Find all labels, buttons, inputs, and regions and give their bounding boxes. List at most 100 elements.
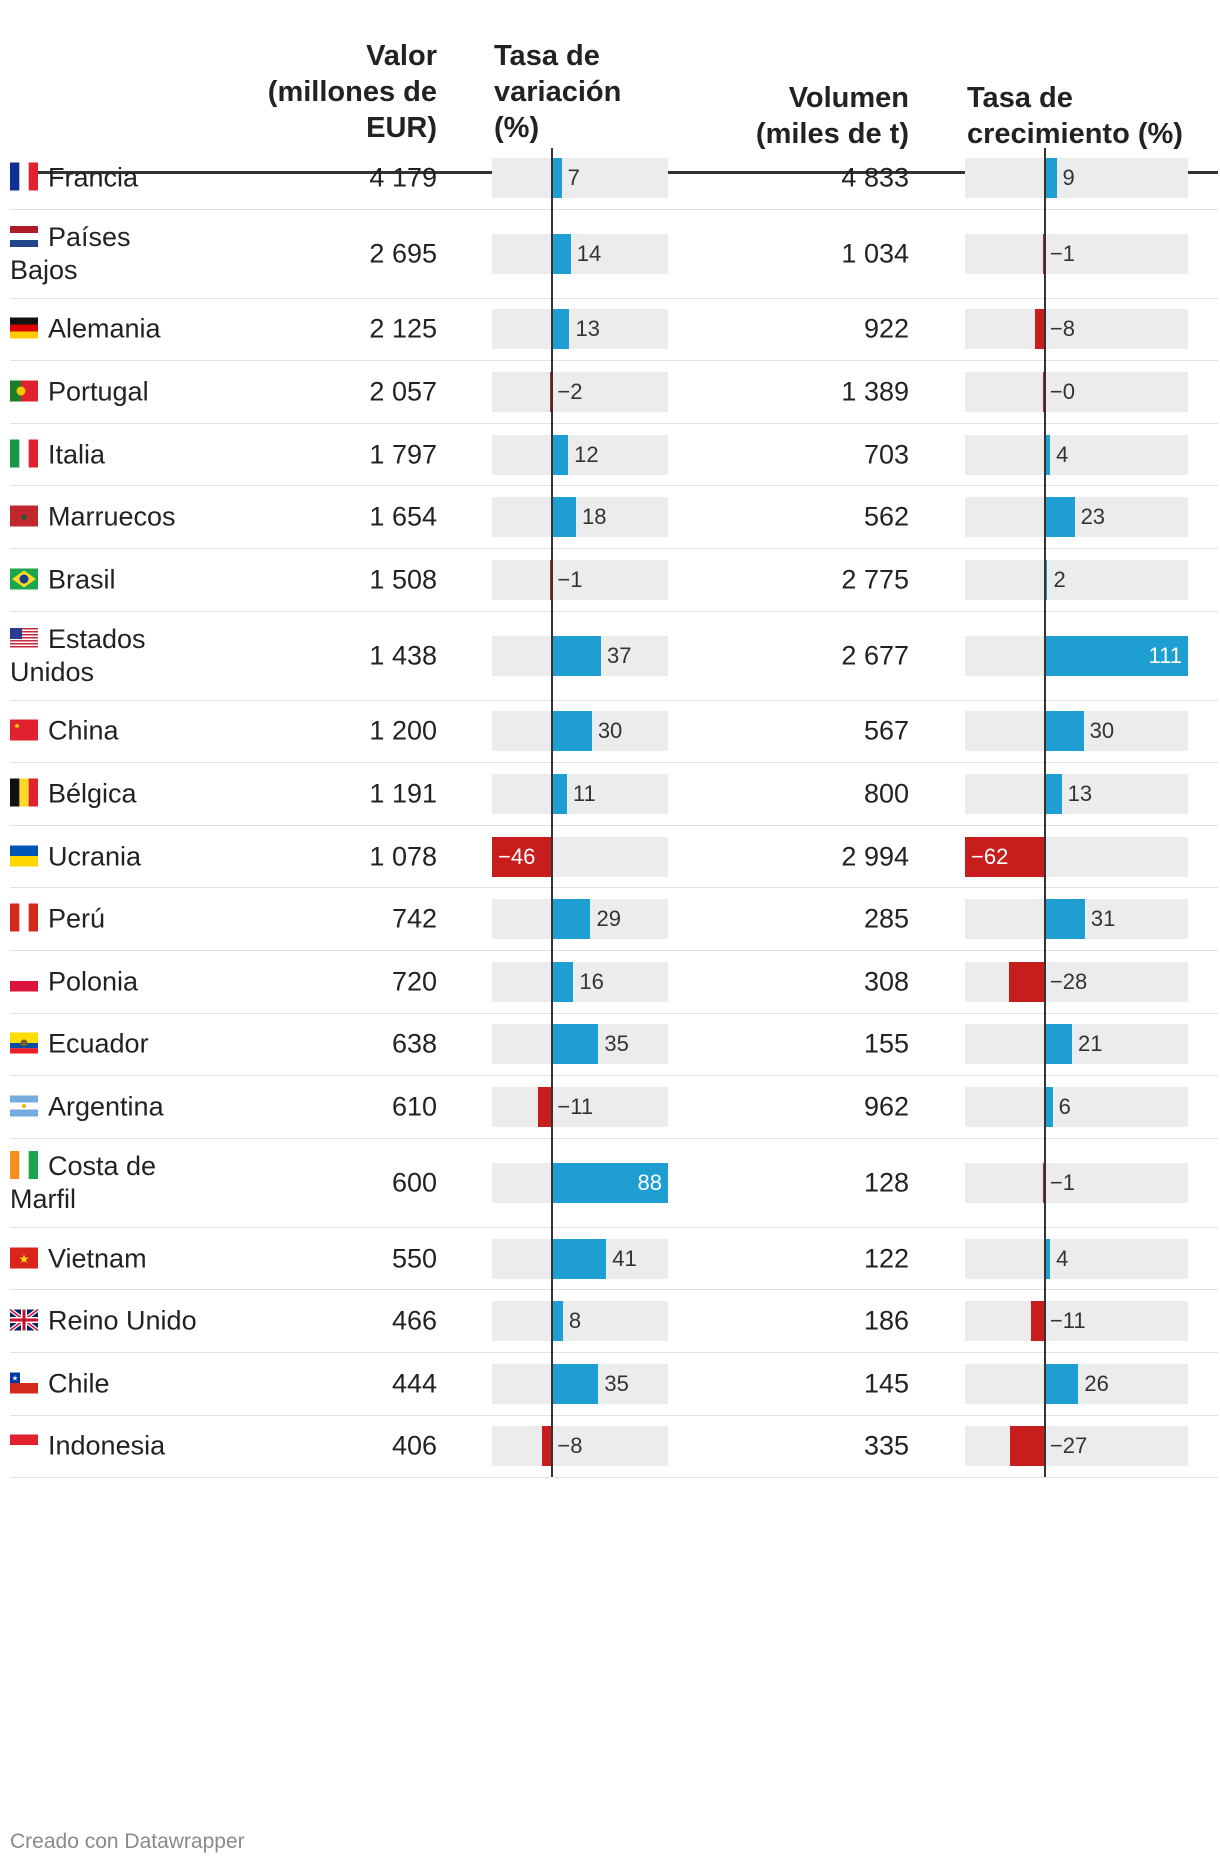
crecimiento-bar-cell: 31 xyxy=(965,899,1188,940)
valor-value: 444 xyxy=(391,1368,437,1399)
variacion-label: 35 xyxy=(604,1370,629,1396)
variacion-bar-cell: 16 xyxy=(492,961,668,1002)
variacion-bar xyxy=(552,635,601,676)
crecimiento-bar-cell: 13 xyxy=(965,773,1188,814)
crecimiento-bar-cell: −27 xyxy=(965,1426,1188,1467)
variacion-bar xyxy=(552,309,570,350)
valor-value: 4 179 xyxy=(369,162,437,193)
crecimiento-bar-cell: −1 xyxy=(965,1162,1188,1203)
country-name: Italia xyxy=(48,439,106,470)
crecimiento-bar-cell: 23 xyxy=(965,497,1188,538)
variacion-bar-cell: −2 xyxy=(492,371,668,412)
header-valor[interactable]: Valor (millones de EUR) xyxy=(240,38,437,146)
variacion-bar-cell: −1 xyxy=(492,559,668,600)
volumen-value: 122 xyxy=(863,1243,909,1274)
variacion-label: 41 xyxy=(612,1245,637,1271)
volumen-value: 562 xyxy=(863,501,909,532)
country-name: Francia xyxy=(48,162,139,193)
footer-credit[interactable]: Creado con Datawrapper xyxy=(10,1830,245,1853)
country-cell: Perú xyxy=(10,888,250,950)
variacion-bar-cell: 29 xyxy=(492,899,668,940)
crecimiento-bar-cell: 4 xyxy=(965,1238,1188,1279)
flag-be-icon xyxy=(10,778,39,807)
table-row: Polonia 720 16 −28 308 xyxy=(10,951,1218,1014)
valor-value: 2 695 xyxy=(369,238,437,269)
country-name: Costa de Marfil xyxy=(10,1150,157,1214)
country-name: Brasil xyxy=(48,564,116,595)
header-variacion-line: (%) xyxy=(494,112,540,144)
variacion-label: −2 xyxy=(557,378,583,404)
flag-cl-icon: ★ xyxy=(10,1368,38,1396)
volumen-value: 567 xyxy=(863,715,909,746)
crecimiento-label: 23 xyxy=(1080,504,1106,530)
country-cell: Argentina xyxy=(10,1076,250,1138)
crecimiento-bar-cell: −1 xyxy=(965,233,1188,274)
country-name: Alemania xyxy=(48,313,161,344)
table-row: ★ Chile 444 35 26 145 xyxy=(10,1353,1218,1416)
country-cell: Ucrania xyxy=(10,826,250,888)
valor-value: 2 057 xyxy=(369,376,437,407)
crecimiento-bar xyxy=(1044,559,1048,600)
volumen-value: 962 xyxy=(863,1091,909,1122)
country-name: Ucrania xyxy=(48,841,142,872)
valor-value: 1 078 xyxy=(369,841,437,872)
country-cell: Costa de Marfil xyxy=(10,1139,250,1227)
flag-it-icon xyxy=(10,439,39,468)
volumen-value: 1 034 xyxy=(841,238,909,269)
crecimiento-bar-cell: 30 xyxy=(965,711,1188,752)
header-volumen[interactable]: Volumen (miles de t) xyxy=(710,80,909,152)
table-row: Indonesia 406 −8 −27 335 xyxy=(10,1416,1218,1479)
volumen-value: 4 833 xyxy=(841,162,909,193)
header-tasa-variacion[interactable]: Tasa de variación (%) xyxy=(494,38,694,146)
variacion-bar-cell: 88 xyxy=(492,1162,668,1203)
variacion-bar-cell: −8 xyxy=(492,1426,668,1467)
variacion-bar-cell: −11 xyxy=(492,1086,668,1127)
valor-value: 742 xyxy=(391,903,437,934)
variacion-label: 30 xyxy=(597,718,623,744)
variacion-bar xyxy=(549,371,553,412)
flag-gb-icon xyxy=(8,1306,40,1334)
variacion-label: 88 xyxy=(637,1169,662,1195)
country-name: Polonia xyxy=(48,966,139,997)
flag-pl-icon xyxy=(10,966,38,994)
crecimiento-bar xyxy=(1034,309,1045,350)
crecimiento-label: 13 xyxy=(1067,780,1093,806)
volumen-value: 1 389 xyxy=(841,376,909,407)
crecimiento-bar xyxy=(1008,961,1045,1002)
flag-de-icon xyxy=(10,314,38,342)
country-name: Vietnam xyxy=(48,1243,147,1274)
crecimiento-label: 111 xyxy=(1148,642,1182,668)
valor-value: 1 191 xyxy=(369,778,437,809)
flag-pt-icon xyxy=(10,376,38,404)
volumen-value: 2 775 xyxy=(841,564,909,595)
crecimiento-label: 31 xyxy=(1090,906,1116,932)
country-name: Bélgica xyxy=(48,778,137,809)
country-cell: Estados Unidos xyxy=(10,612,250,700)
table-row: Argentina 610 −11 6 962 xyxy=(10,1076,1218,1139)
svg-text:★: ★ xyxy=(12,1374,18,1382)
country-cell: Reino Unido xyxy=(8,1290,250,1352)
header-tasa-crecimiento[interactable]: Tasa de crecimiento (%) xyxy=(967,80,1217,152)
variacion-label: 16 xyxy=(579,968,604,994)
crecimiento-bar xyxy=(1044,711,1084,752)
variacion-bar xyxy=(552,157,562,198)
header-volumen-line: Volumen xyxy=(788,82,909,114)
volumen-value: 2 994 xyxy=(841,841,909,872)
flag-id-icon xyxy=(10,1431,38,1459)
variacion-label: 29 xyxy=(596,906,621,932)
svg-text:★: ★ xyxy=(20,513,29,524)
variacion-bar xyxy=(492,836,553,877)
header-valor-line: (millones de xyxy=(267,76,437,108)
crecimiento-bar xyxy=(1030,1301,1045,1342)
table-row: ★ Vietnam 550 41 4 122 xyxy=(10,1228,1218,1291)
crecimiento-label: 4 xyxy=(1056,441,1069,467)
variacion-bar xyxy=(552,1238,607,1279)
valor-value: 1 438 xyxy=(369,640,437,671)
header-crecimiento-line: crecimiento (%) xyxy=(967,118,1183,150)
variacion-bar xyxy=(552,711,592,752)
flag-ci-icon xyxy=(10,1150,39,1179)
variacion-bar-cell: 18 xyxy=(492,497,668,538)
flag-ua-icon xyxy=(10,841,38,869)
valor-value: 1 200 xyxy=(369,715,437,746)
crecimiento-bar-cell: 26 xyxy=(965,1363,1188,1404)
